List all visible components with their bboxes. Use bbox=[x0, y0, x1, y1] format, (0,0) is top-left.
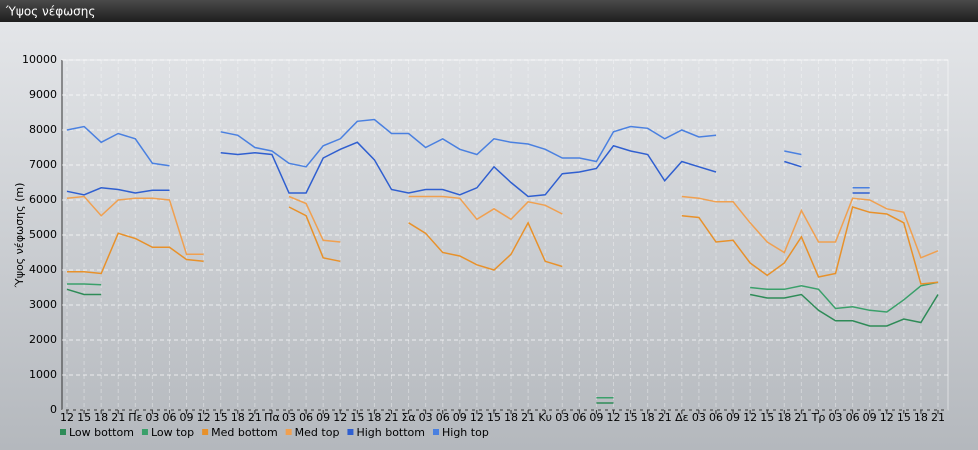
y-tick-label: 7000 bbox=[29, 158, 57, 171]
x-tick-label: 18 bbox=[914, 411, 928, 424]
chart-title: Ύψος νέφωσης bbox=[5, 5, 95, 19]
line-series bbox=[66, 118, 870, 189]
x-tick-label: 03 bbox=[555, 411, 569, 424]
line-series bbox=[67, 281, 939, 399]
x-tick-label: 21 bbox=[521, 411, 535, 424]
x-tick-label: 15 bbox=[350, 411, 364, 424]
y-tick-label: 4000 bbox=[29, 263, 57, 276]
x-tick-label: 15 bbox=[624, 411, 638, 424]
x-tick-label: Πε bbox=[128, 411, 142, 424]
x-tick-label: 03 bbox=[829, 411, 843, 424]
y-tick-label: 9000 bbox=[29, 88, 57, 101]
x-tick-label: 21 bbox=[658, 411, 672, 424]
x-tick-label: 03 bbox=[282, 411, 296, 424]
x-tick-label: 21 bbox=[384, 411, 398, 424]
x-tick-label: 15 bbox=[77, 411, 91, 424]
y-axis-label: Ύψος νέφωσης (m) bbox=[13, 183, 26, 289]
legend-label: Med bottom bbox=[211, 426, 278, 439]
legend-swatch bbox=[141, 429, 148, 435]
legend-swatch bbox=[60, 429, 66, 435]
y-tick-label: 6000 bbox=[29, 193, 57, 206]
x-tick-label: 12 bbox=[470, 411, 484, 424]
x-tick-label: Τρ bbox=[811, 411, 826, 424]
y-tick-label: 0 bbox=[50, 403, 57, 416]
x-tick-label: 09 bbox=[453, 411, 467, 424]
x-tick-label: 12 bbox=[333, 411, 347, 424]
x-tick-label: 03 bbox=[419, 411, 433, 424]
x-tick-label: Πα bbox=[264, 411, 280, 424]
x-tick-label: 18 bbox=[231, 411, 245, 424]
x-tick-label: 15 bbox=[760, 411, 774, 424]
y-tick-label: 10000 bbox=[22, 53, 57, 66]
line-series bbox=[66, 141, 870, 198]
x-tick-label: 03 bbox=[145, 411, 159, 424]
legend-swatch bbox=[347, 429, 354, 435]
x-tick-label: 09 bbox=[863, 411, 877, 424]
x-tick-label: 12 bbox=[60, 411, 74, 424]
legend-swatch bbox=[202, 429, 209, 435]
x-tick-label: Δε bbox=[675, 411, 689, 424]
legend-label: Low bottom bbox=[69, 426, 134, 439]
line-series bbox=[66, 288, 939, 404]
x-tick-label: 18 bbox=[641, 411, 655, 424]
x-tick-label: 06 bbox=[162, 411, 176, 424]
x-tick-label: 06 bbox=[709, 411, 723, 424]
x-tick-label: 12 bbox=[880, 411, 894, 424]
y-tick-label: 8000 bbox=[29, 123, 57, 136]
x-tick-label: 15 bbox=[487, 411, 501, 424]
x-tick-label: 06 bbox=[436, 411, 450, 424]
x-tick-label: 12 bbox=[607, 411, 621, 424]
x-tick-label: 18 bbox=[94, 411, 108, 424]
y-tick-label: 5000 bbox=[29, 228, 57, 241]
x-tick-label: Σα bbox=[401, 411, 415, 424]
legend-label: Low top bbox=[151, 426, 194, 439]
x-tick-label: Κυ bbox=[538, 411, 552, 424]
x-tick-label: 03 bbox=[692, 411, 706, 424]
x-tick-label: 21 bbox=[248, 411, 262, 424]
legend-swatch bbox=[433, 429, 439, 435]
x-tick-label: 18 bbox=[504, 411, 518, 424]
legend-label: High top bbox=[442, 426, 489, 439]
y-tick-label: 1000 bbox=[29, 368, 57, 381]
x-tick-label: 15 bbox=[214, 411, 228, 424]
legend-label: Med top bbox=[295, 426, 340, 439]
x-tick-label: 12 bbox=[197, 411, 211, 424]
y-tick-label: 2000 bbox=[29, 333, 57, 346]
y-tick-label: 3000 bbox=[29, 298, 57, 311]
line-series bbox=[66, 195, 939, 259]
legend-swatch bbox=[285, 429, 292, 435]
line-series bbox=[67, 206, 939, 285]
x-tick-label: 09 bbox=[180, 411, 194, 424]
x-tick-label: 18 bbox=[367, 411, 381, 424]
title-bar bbox=[0, 0, 978, 22]
x-tick-label: 09 bbox=[726, 411, 740, 424]
legend-label: High bottom bbox=[356, 426, 425, 439]
x-tick-label: 09 bbox=[589, 411, 603, 424]
x-tick-label: 21 bbox=[794, 411, 808, 424]
x-tick-label: 21 bbox=[931, 411, 945, 424]
x-tick-label: 09 bbox=[316, 411, 330, 424]
x-tick-label: 15 bbox=[897, 411, 911, 424]
x-tick-label: 18 bbox=[777, 411, 791, 424]
x-tick-label: 12 bbox=[743, 411, 757, 424]
x-tick-label: 06 bbox=[572, 411, 586, 424]
x-tick-label: 06 bbox=[299, 411, 313, 424]
x-tick-label: 21 bbox=[111, 411, 125, 424]
x-tick-label: 06 bbox=[846, 411, 860, 424]
